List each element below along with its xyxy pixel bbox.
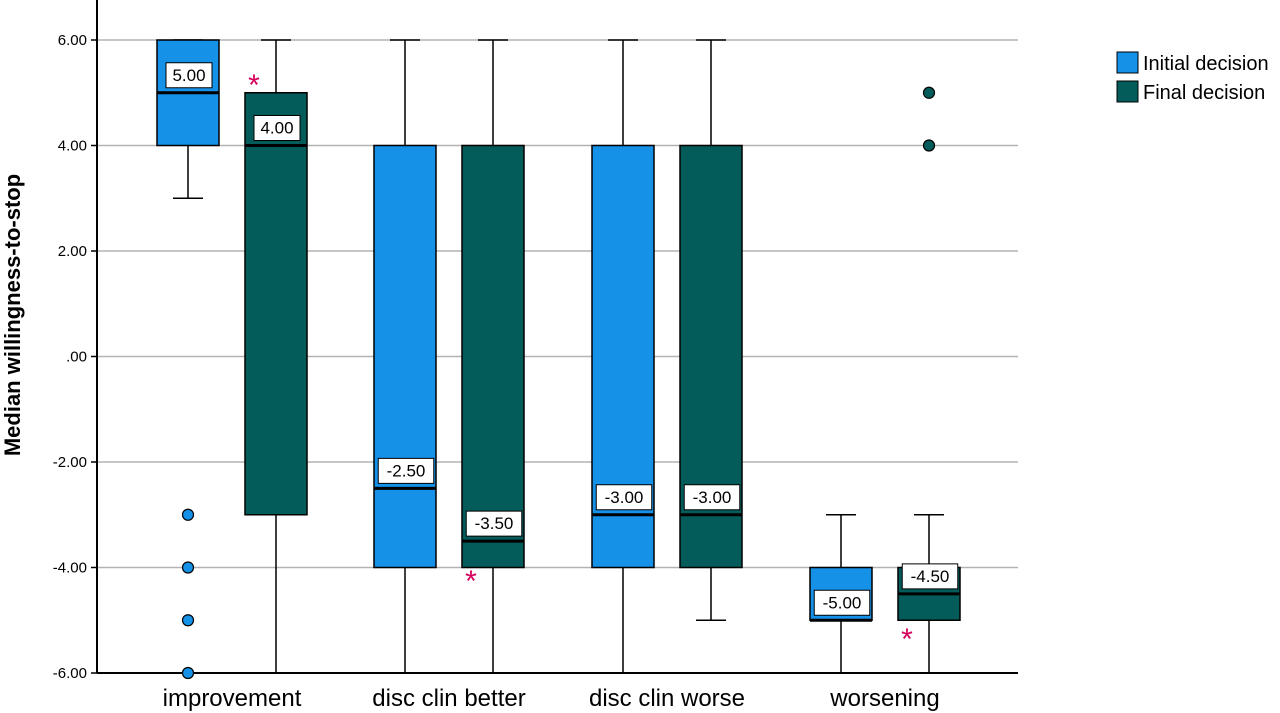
median-label: -2.50: [377, 457, 435, 484]
median-labels: 5.00 -2.50 -3.00 -5.00 4.00 -3.50 -3.00 -4.50: [165, 62, 959, 616]
median-label-text: -3.00: [605, 488, 644, 507]
y-tick-label: -4.00: [53, 560, 87, 577]
box-group: [373, 39, 437, 674]
y-tick-label: 4.00: [58, 138, 87, 155]
median-label: 5.00: [165, 62, 213, 89]
y-tick-label: -2.00: [53, 454, 87, 471]
y-axis-title: Median willingness-to-stop: [0, 174, 25, 456]
median-label-box: [595, 484, 653, 511]
median-label-box: [813, 589, 871, 616]
x-category-label: disc clin worse: [589, 685, 745, 712]
median-label-text: -4.50: [911, 567, 950, 586]
median-label: -3.00: [683, 484, 741, 511]
median-label: -3.00: [595, 484, 653, 511]
y-tick-label: 2.00: [58, 243, 87, 260]
outlier-point: [922, 86, 936, 99]
median-label: 4.00: [253, 115, 301, 141]
x-category-label: worsening: [829, 685, 939, 712]
median-label: -4.50: [901, 563, 959, 590]
median-label-text: -5.00: [823, 593, 862, 612]
legend-entry: Final decision: [1116, 80, 1265, 104]
axes: Median willingness-to-stop 6.00 4.00 2.00.…: [0, 0, 1018, 712]
outlier-point: [181, 561, 195, 574]
extreme-point: *: [248, 69, 260, 102]
y-tick-label: 6.00: [58, 32, 87, 49]
box-group: [591, 39, 655, 674]
median-label-text: 5.00: [172, 66, 205, 85]
median-label-box: [465, 510, 523, 537]
legend: Initial decision Final decision: [1116, 51, 1269, 104]
x-category-label: disc clin better: [372, 685, 525, 712]
median-label-text: -2.50: [387, 461, 426, 480]
median-label-text: 4.00: [260, 119, 293, 138]
median-label-box: [165, 62, 213, 89]
gridlines: [97, 39, 1018, 674]
outlier-point: [181, 666, 195, 680]
median-label-text: -3.50: [475, 514, 514, 533]
median-label: -5.00: [813, 589, 871, 616]
x-category-label: improvement: [163, 685, 302, 712]
extreme-point: *: [901, 623, 913, 656]
y-tick-label: .00: [66, 349, 87, 366]
legend-label: Initial decision: [1143, 53, 1269, 75]
boxes: * * *: [156, 39, 961, 680]
median-label-box: [683, 484, 741, 511]
box-iqr: [461, 144, 525, 569]
legend-entry: Initial decision: [1116, 51, 1269, 75]
outlier-point: [181, 614, 195, 627]
outlier-point: [922, 139, 936, 152]
legend-swatch: [1116, 80, 1139, 103]
outlier-point: [181, 508, 195, 521]
box-iqr: [244, 92, 308, 516]
legend-label: Final decision: [1143, 82, 1265, 104]
box-group: [156, 39, 220, 680]
legend-swatch: [1116, 51, 1139, 74]
y-tick-label: -6.00: [53, 665, 87, 682]
median-label-box: [253, 115, 301, 141]
median-label: -3.50: [465, 510, 523, 537]
box-iqr: [373, 144, 437, 569]
box-group: [679, 39, 743, 621]
extreme-point: *: [465, 565, 477, 598]
median-label-box: [901, 563, 959, 590]
median-label-text: -3.00: [693, 488, 732, 507]
median-label-box: [377, 457, 435, 484]
box-group: *: [244, 39, 308, 674]
box-group: *: [461, 39, 525, 674]
